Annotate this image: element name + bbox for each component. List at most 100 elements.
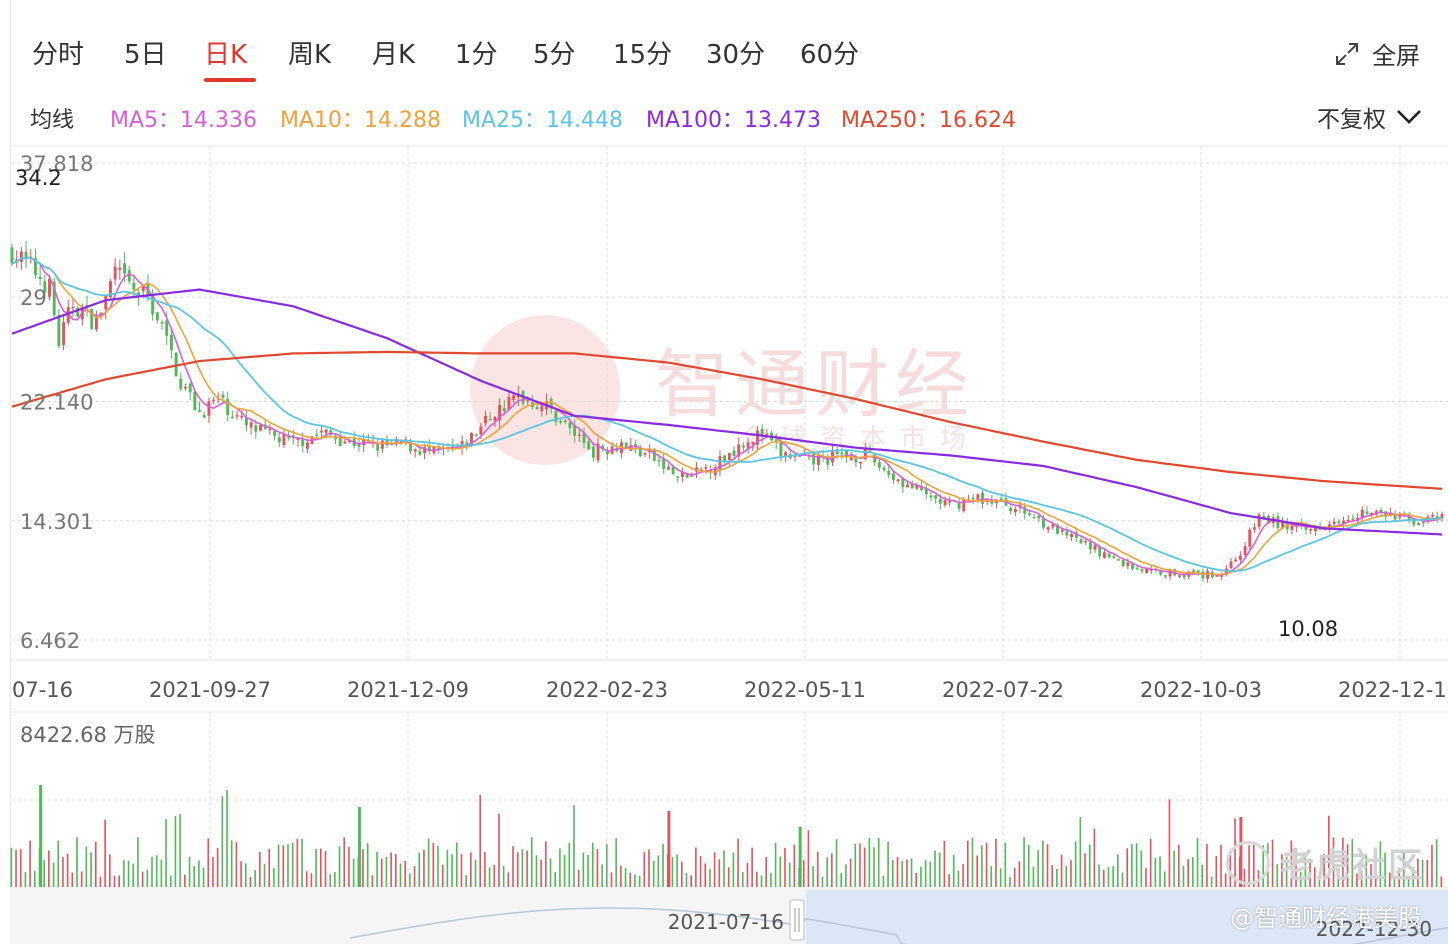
tab-monthly-k[interactable]: 月K (372, 40, 416, 70)
candle-body (315, 434, 319, 436)
volume-bar (877, 837, 880, 887)
tab-60-min[interactable]: 60分 (800, 40, 860, 70)
candle-body (873, 454, 877, 463)
volume-bar (516, 852, 519, 887)
volume-bar (366, 843, 369, 887)
candle-body (1431, 515, 1435, 517)
candle-body (812, 453, 816, 465)
tab-intraday[interactable]: 分时 (32, 40, 85, 70)
candle-body (109, 281, 112, 298)
volume-bar (1351, 839, 1354, 887)
candle-body (765, 433, 769, 436)
volume-bar (779, 856, 782, 887)
volume-bar (676, 854, 678, 887)
volume-bar (1421, 859, 1424, 887)
candle-body (896, 479, 900, 482)
tab-1-min[interactable]: 1分 (455, 40, 498, 70)
tab-30-min[interactable]: 30分 (706, 40, 766, 70)
candle-body (906, 484, 909, 488)
candle-body (1135, 568, 1139, 570)
chart-frame (10, 0, 1448, 944)
volume-bar (385, 857, 388, 887)
volume-bar (109, 854, 111, 887)
volume-bar (1388, 872, 1391, 887)
volume-bar (859, 843, 861, 887)
adjust-label: 不复权 (1317, 107, 1386, 133)
volume-bar (329, 874, 331, 887)
high-price-mark: 34.2 (15, 166, 62, 190)
volume-bar (1079, 817, 1082, 887)
candle-body (1229, 561, 1233, 569)
candlesticks (10, 240, 1444, 583)
volume-bar (470, 852, 472, 887)
candle-body (137, 292, 141, 295)
volume-max-label: 8422.68 万股 (20, 723, 156, 747)
candle-body (1281, 521, 1285, 529)
volume-bar (1070, 860, 1072, 887)
adjust-dropdown[interactable]: 不复权 (1317, 100, 1422, 134)
candle-body (681, 472, 684, 477)
candle-body (1253, 527, 1256, 530)
candle-body (1023, 506, 1027, 514)
candle-body (971, 497, 975, 500)
candle-body (882, 467, 886, 471)
volume-bar (132, 863, 135, 887)
tiger-logo-icon (1226, 840, 1270, 885)
volume-bar (1398, 868, 1400, 887)
candle-body (1159, 570, 1163, 575)
volume-bar (352, 858, 355, 887)
volume-bar (751, 847, 753, 887)
candle-body (1342, 520, 1345, 524)
candle-body (1112, 556, 1116, 558)
tab-weekly-k[interactable]: 周K (288, 40, 332, 70)
candle-body (1079, 539, 1083, 544)
tab-15-min[interactable]: 15分 (613, 40, 673, 70)
candle-body (981, 492, 984, 504)
volume-bar (1295, 848, 1297, 887)
tab-daily-k[interactable]: 日K (204, 40, 248, 70)
fullscreen-button[interactable]: 全屏 (1334, 36, 1420, 71)
candle-body (1309, 529, 1313, 531)
volume-bar (1112, 866, 1114, 887)
volume-bar (10, 847, 13, 887)
candle-body (254, 425, 258, 432)
candle-body (591, 446, 595, 458)
x-axis-tick-label: 2022-07-22 (942, 678, 1064, 702)
volume-bar (226, 789, 228, 887)
candle-body (474, 434, 478, 436)
candle-body (582, 433, 586, 444)
volume-bar (1210, 876, 1213, 887)
volume-bar (188, 856, 191, 887)
tab-5-day[interactable]: 5日 (124, 40, 167, 70)
candle-body (1328, 524, 1331, 528)
volume-bar (207, 838, 210, 887)
volume-bar (573, 805, 575, 887)
volume-bar (446, 849, 449, 887)
candle-body (113, 266, 117, 280)
candle-body (33, 258, 37, 276)
volume-bar (1309, 858, 1311, 887)
candle-body (934, 495, 938, 499)
candle-body (502, 408, 506, 412)
tab-5-min[interactable]: 5分 (533, 40, 576, 70)
volume-bar (310, 873, 313, 887)
volume-bar (1177, 844, 1180, 887)
candle-body (493, 417, 497, 421)
low-price-mark: 10.08 (1278, 617, 1338, 641)
candle-body (104, 294, 108, 310)
volume-bar (1088, 844, 1091, 887)
candle-body (718, 456, 722, 470)
volume-bar (1027, 845, 1030, 887)
volume-bar (802, 860, 805, 887)
candle-body (877, 462, 881, 468)
volume-bar (488, 867, 491, 887)
volume-bar (545, 841, 547, 887)
volume-bar (934, 850, 936, 887)
candle-body (685, 473, 689, 478)
candle-body (924, 488, 928, 495)
volume-bar (559, 848, 561, 887)
y-axis-tick-label: 14.301 (20, 510, 93, 534)
candle-body (244, 417, 248, 426)
candle-body (57, 314, 61, 347)
